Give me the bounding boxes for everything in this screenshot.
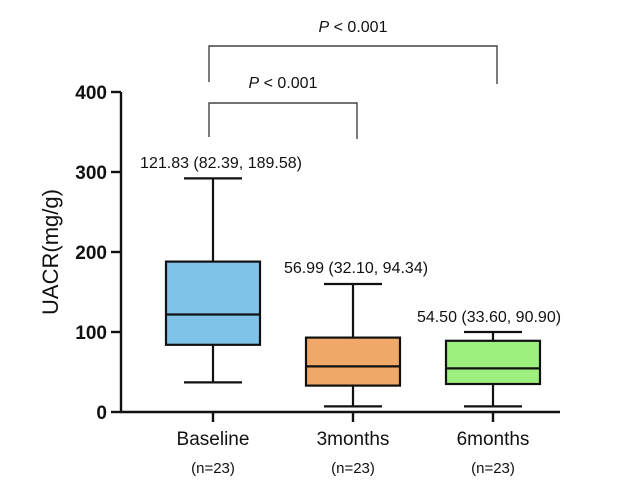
box-annotation: 56.99 (32.10, 94.34) [284,260,428,277]
box-6months [444,330,542,408]
iqr-box [164,260,262,346]
box-baseline [164,177,262,384]
y-tick-label: 300 [75,163,107,184]
significance-bracket [208,102,358,139]
y-tick-label: 200 [75,243,107,264]
y-tick-label: 400 [75,83,107,104]
significance-bracket [208,45,498,84]
x-tick-label: 3months [317,429,390,450]
p-value-label: P < 0.001 [249,75,318,92]
boxes [164,177,542,408]
significance-brackets: P < 0.001 P < 0.001 [208,19,498,139]
sample-size-label: (n=23) [471,460,515,477]
iqr-box [444,339,542,386]
annotations: 121.83 (82.39, 189.58) 56.99 (32.10, 94.3… [140,155,561,326]
axes: 0 100 200 300 400 Baseline (n=23) 3months (n=23)… [75,83,560,477]
y-tick-label: 0 [96,403,107,424]
box-3months [304,282,402,408]
sample-size-label: (n=23) [191,460,235,477]
y-tick-label: 100 [75,323,107,344]
sample-size-label: (n=23) [331,460,375,477]
box-annotation: 54.50 (33.60, 90.90) [417,309,561,326]
p-value-label: P < 0.001 [319,19,388,36]
iqr-box [304,336,402,387]
x-tick-label: Baseline [177,429,250,450]
y-axis-label: UACR(mg/g) [38,189,63,315]
x-tick-label: 6months [457,429,530,450]
box-annotation: 121.83 (82.39, 189.58) [140,155,302,172]
